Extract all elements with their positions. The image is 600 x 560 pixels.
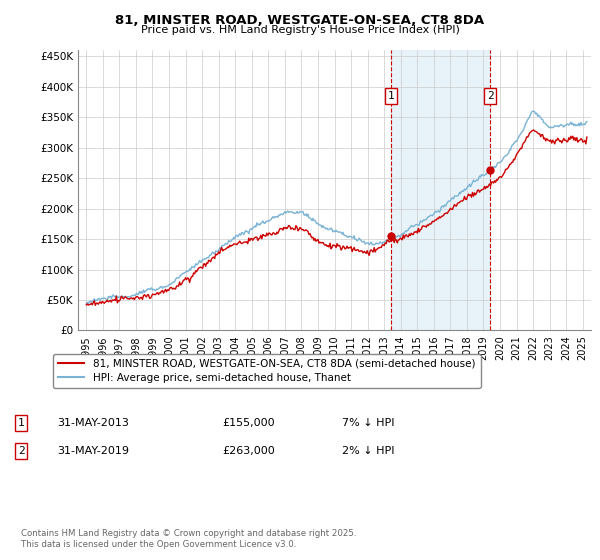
81, MINSTER ROAD, WESTGATE-ON-SEA, CT8 8DA (semi-detached house) [382,240,389,246]
81, MINSTER ROAD, WESTGATE-ON-SEA, CT8 8DA (semi-detached house) [322,242,329,249]
81, MINSTER ROAD, WESTGATE-ON-SEA, CT8 8DA (semi-detached house) [355,246,362,253]
81, MINSTER ROAD, WESTGATE-ON-SEA, CT8 8DA (semi-detached house) [583,134,590,141]
HPI: Average price, semi-detached house, Thanet: (2.01e+03, 1.46e+05): Average price, semi-detached house, Than… [382,239,389,245]
HPI: Average price, semi-detached house, Thanet: (2.01e+03, 1.69e+05): Average price, semi-detached house, Than… [322,225,329,231]
Text: 1: 1 [388,91,394,101]
Text: Price paid vs. HM Land Registry's House Price Index (HPI): Price paid vs. HM Land Registry's House … [140,25,460,35]
Line: HPI: Average price, semi-detached house, Thanet: HPI: Average price, semi-detached house,… [86,111,587,304]
81, MINSTER ROAD, WESTGATE-ON-SEA, CT8 8DA (semi-detached house) [325,242,332,249]
HPI: Average price, semi-detached house, Thanet: (2.01e+03, 1.65e+05): Average price, semi-detached house, Than… [325,226,332,233]
Text: 31-MAY-2013: 31-MAY-2013 [57,418,129,428]
Text: £155,000: £155,000 [222,418,275,428]
Text: 2: 2 [487,91,493,101]
Text: 2: 2 [17,446,25,456]
Text: 81, MINSTER ROAD, WESTGATE-ON-SEA, CT8 8DA: 81, MINSTER ROAD, WESTGATE-ON-SEA, CT8 8… [115,14,485,27]
HPI: Average price, semi-detached house, Thanet: (2.02e+03, 3.6e+05): Average price, semi-detached house, Than… [530,108,537,114]
81, MINSTER ROAD, WESTGATE-ON-SEA, CT8 8DA (semi-detached house) [573,134,580,141]
Text: 31-MAY-2019: 31-MAY-2019 [57,446,129,456]
81, MINSTER ROAD, WESTGATE-ON-SEA, CT8 8DA (semi-detached house) [530,127,537,133]
HPI: Average price, semi-detached house, Thanet: (2.02e+03, 3.38e+05): Average price, semi-detached house, Than… [573,122,580,128]
Text: £263,000: £263,000 [222,446,275,456]
HPI: Average price, semi-detached house, Thanet: (2.02e+03, 2.75e+05): Average price, semi-detached house, Than… [494,160,501,166]
HPI: Average price, semi-detached house, Thanet: (2.01e+03, 1.48e+05): Average price, semi-detached house, Than… [355,237,362,244]
Legend: 81, MINSTER ROAD, WESTGATE-ON-SEA, CT8 8DA (semi-detached house), HPI: Average p: 81, MINSTER ROAD, WESTGATE-ON-SEA, CT8 8… [53,354,481,388]
Line: 81, MINSTER ROAD, WESTGATE-ON-SEA, CT8 8DA (semi-detached house): 81, MINSTER ROAD, WESTGATE-ON-SEA, CT8 8… [86,130,587,305]
81, MINSTER ROAD, WESTGATE-ON-SEA, CT8 8DA (semi-detached house) [83,302,90,309]
Text: 2% ↓ HPI: 2% ↓ HPI [342,446,395,456]
HPI: Average price, semi-detached house, Thanet: (2e+03, 4.49e+04): Average price, semi-detached house, Than… [83,300,90,306]
HPI: Average price, semi-detached house, Thanet: (2.03e+03, 3.43e+05): Average price, semi-detached house, Than… [583,118,590,125]
Text: 7% ↓ HPI: 7% ↓ HPI [342,418,395,428]
Text: Contains HM Land Registry data © Crown copyright and database right 2025.
This d: Contains HM Land Registry data © Crown c… [21,529,356,549]
Text: 1: 1 [17,418,25,428]
81, MINSTER ROAD, WESTGATE-ON-SEA, CT8 8DA (semi-detached house) [92,302,99,309]
81, MINSTER ROAD, WESTGATE-ON-SEA, CT8 8DA (semi-detached house) [494,177,501,184]
HPI: Average price, semi-detached house, Thanet: (2e+03, 4.37e+04): Average price, semi-detached house, Than… [85,300,92,307]
Bar [391,50,490,330]
